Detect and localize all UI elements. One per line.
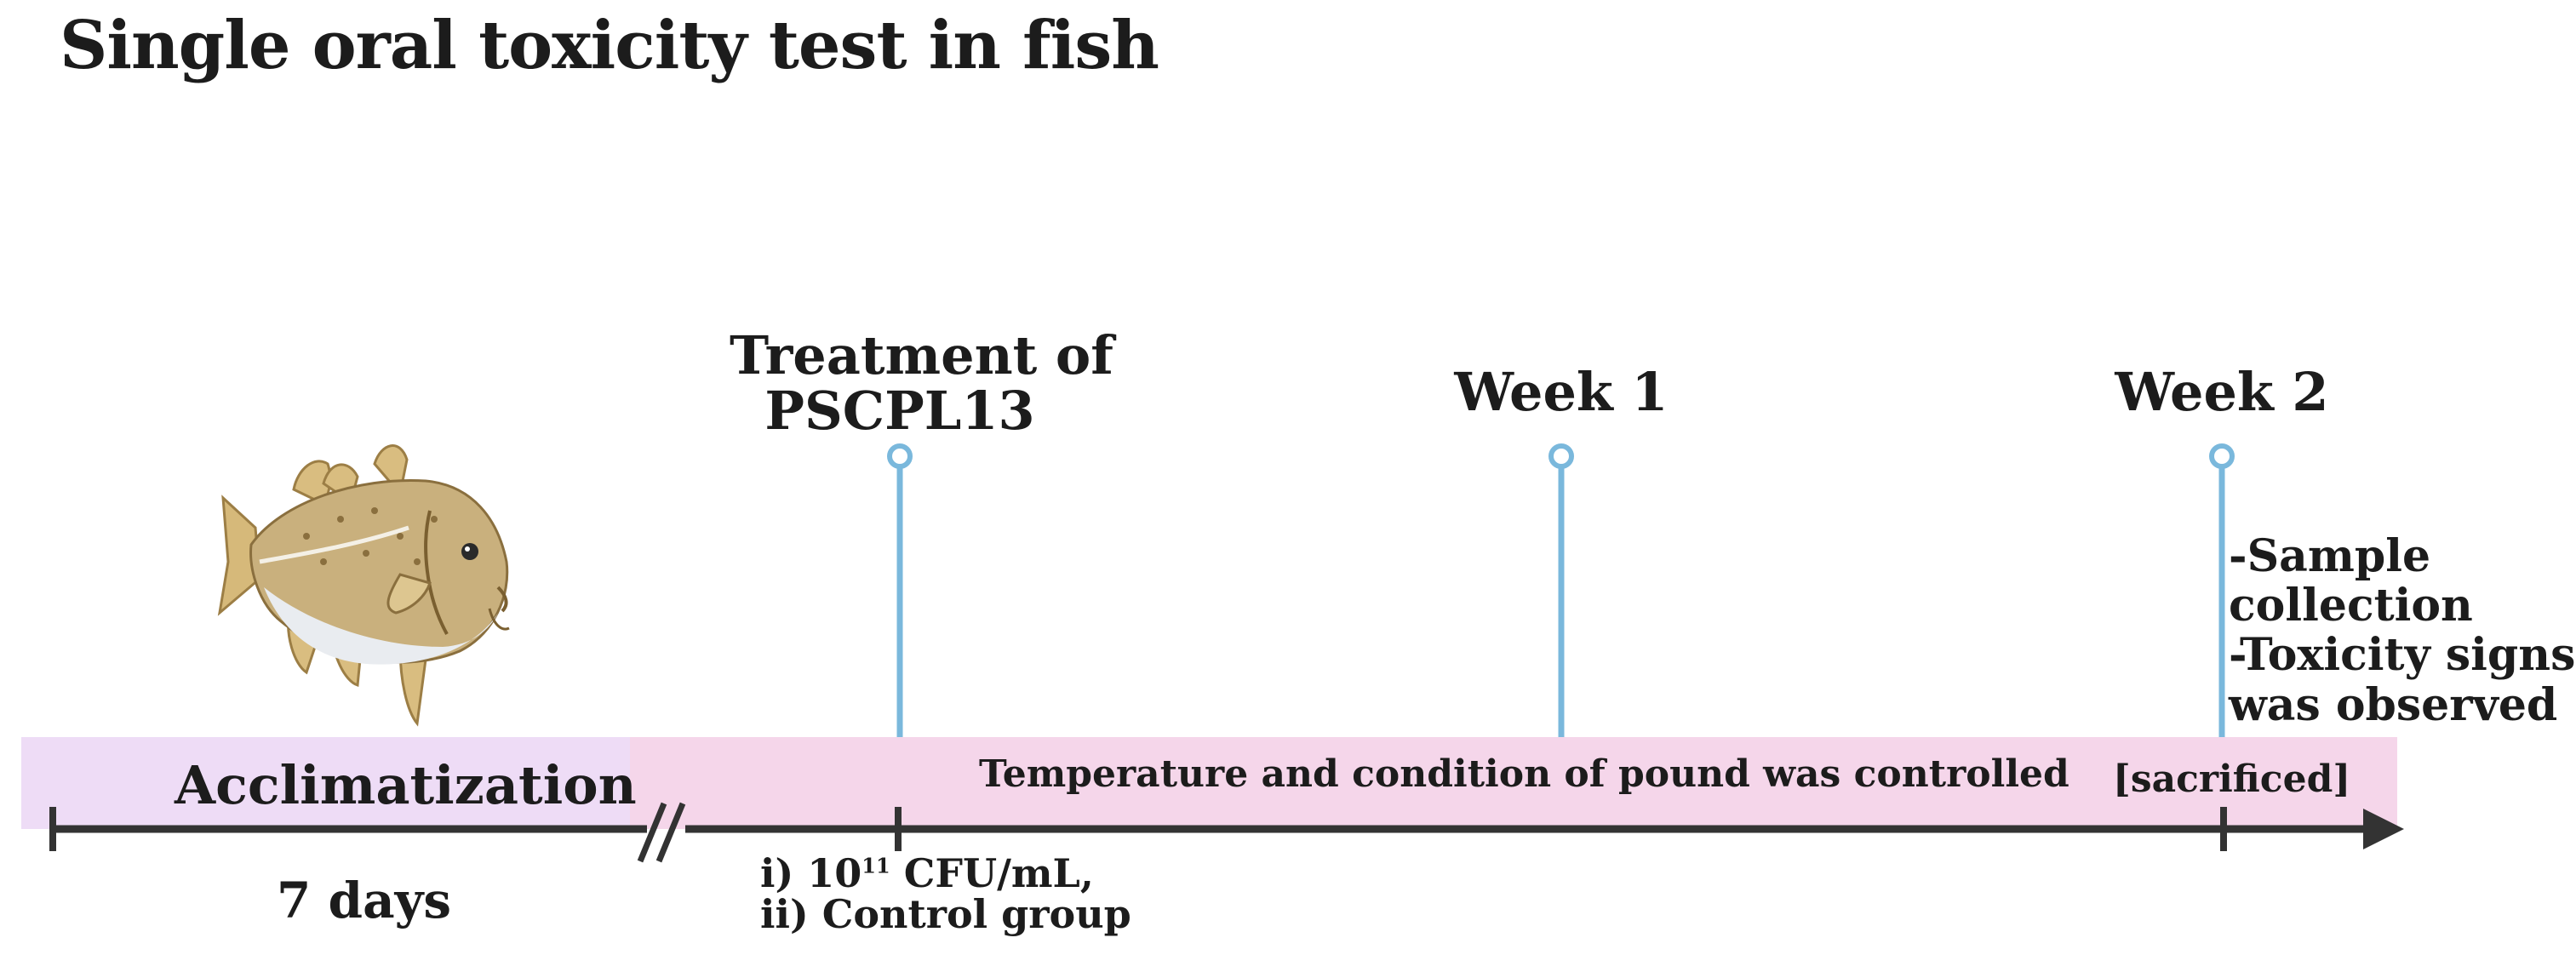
milestone-marker — [2209, 443, 2235, 469]
milestone-treatment-line1: Treatment of — [730, 324, 1113, 386]
week2-note-line: collection — [2229, 580, 2473, 632]
diagram-title: Single oral toxicity test in fish — [60, 7, 1159, 84]
arrow-head-icon — [2363, 809, 2404, 849]
week2-note-line: was observed — [2229, 678, 2558, 731]
milestone-treatment-label: Treatment of PSCPL13 — [730, 324, 1113, 443]
treatment-group-1: i) 1011 CFU/mL, — [760, 853, 1131, 894]
treatment-group-2: ii) Control group — [760, 891, 1131, 938]
milestone-stems — [887, 443, 2235, 737]
acclimatization-band — [21, 737, 630, 829]
fish-icon — [217, 444, 510, 727]
duration-acclimatization: 7 days — [277, 872, 452, 929]
treatment-groups: i) 1011 CFU/mL, ii) Control group — [760, 853, 1131, 935]
milestone-marker — [887, 443, 913, 469]
week2-note-line: -Toxicity signs — [2229, 629, 2576, 682]
milestone-week1-label: Week 1 — [1454, 361, 1669, 423]
phase-controlled: Temperature and condition of pound was c… — [979, 752, 2069, 796]
group1-prefix: i) 10 — [760, 850, 862, 896]
axis-break-icon — [637, 802, 686, 863]
phase-sacrificed: [sacrificed] — [2113, 758, 2351, 801]
controlled-period-band — [630, 737, 2397, 829]
phase-acclimatization: Acclimatization — [175, 754, 637, 816]
milestone-marker — [1548, 443, 1574, 469]
group1-exponent: 11 — [862, 853, 890, 878]
milestone-week2-label: Week 2 — [2115, 361, 2329, 423]
milestone-treatment-line2: PSCPL13 — [764, 380, 1035, 443]
week2-note-line: -Sample — [2229, 530, 2431, 582]
timeline-axis — [49, 802, 2404, 863]
group1-suffix: CFU/mL, — [890, 850, 1094, 896]
week2-notes: -Sample collection -Toxicity signs was o… — [2229, 530, 2576, 731]
